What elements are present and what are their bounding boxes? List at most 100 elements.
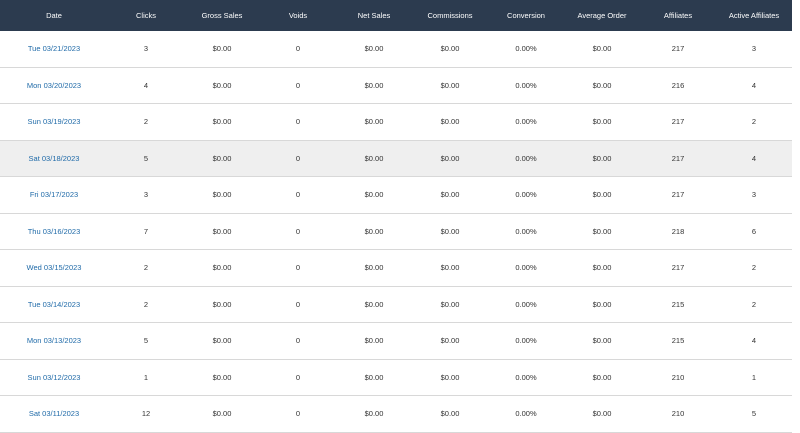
table-cell: $0.00: [564, 103, 640, 141]
table-cell: 3: [108, 176, 184, 214]
table-cell: $0.00: [184, 249, 260, 287]
table-cell: $0.00: [564, 249, 640, 287]
table-cell: 0.00%: [488, 395, 564, 433]
table-cell: $0.00: [336, 213, 412, 250]
date-link[interactable]: Wed 03/15/2023: [0, 249, 108, 287]
table-cell: 4: [716, 322, 792, 360]
table-cell: 0: [260, 286, 336, 323]
table-cell: 5: [108, 322, 184, 360]
table-cell: 217: [640, 103, 716, 141]
table-row: Tue 03/14/2023 2 $0.00 0 $0.00 $0.00 0.00% $0.0…: [0, 286, 792, 323]
table-cell: $0.00: [336, 67, 412, 104]
date-link[interactable]: Sat 03/18/2023: [0, 140, 108, 177]
table-row: Mon 03/20/2023 4 $0.00 0 $0.00 $0.00 0.00% $0.0…: [0, 67, 792, 104]
table-row: Sun 03/19/2023 2 $0.00 0 $0.00 $0.00 0.00% $0.0…: [0, 103, 792, 141]
table-cell: 0: [260, 359, 336, 396]
date-link[interactable]: Mon 03/20/2023: [0, 67, 108, 104]
table-row: Thu 03/16/2023 7 $0.00 0 $0.00 $0.00 0.00% $0.0…: [0, 213, 792, 250]
table-cell: $0.00: [412, 140, 488, 177]
table-cell: $0.00: [184, 286, 260, 323]
table-cell: 2: [716, 286, 792, 323]
table-cell: 4: [108, 67, 184, 104]
table-cell: $0.00: [412, 395, 488, 433]
table-cell: $0.00: [412, 67, 488, 104]
table-cell: $0.00: [564, 322, 640, 360]
table-cell: 4: [716, 67, 792, 104]
column-header: Gross Sales: [184, 0, 260, 31]
date-link[interactable]: Sat 03/11/2023: [0, 395, 108, 433]
table-cell: 0: [260, 31, 336, 68]
column-header: Net Sales: [336, 0, 412, 31]
table-cell: $0.00: [564, 140, 640, 177]
table-cell: 7: [108, 213, 184, 250]
table-cell: 0: [260, 176, 336, 214]
table-cell: $0.00: [184, 103, 260, 141]
table-cell: $0.00: [184, 322, 260, 360]
table-cell: 0.00%: [488, 249, 564, 287]
table-cell: 3: [108, 31, 184, 68]
date-link[interactable]: Tue 03/21/2023: [0, 31, 108, 68]
table-cell: 0: [260, 140, 336, 177]
table-row: Fri 03/17/2023 3 $0.00 0 $0.00 $0.00 0.00% $0.0…: [0, 176, 792, 214]
table-cell: $0.00: [564, 176, 640, 214]
table-cell: 0: [260, 395, 336, 433]
table-cell: 210: [640, 359, 716, 396]
table-cell: $0.00: [184, 213, 260, 250]
column-header: Conversion: [488, 0, 564, 31]
table-cell: 0: [260, 322, 336, 360]
table-cell: 3: [716, 31, 792, 68]
table-cell: $0.00: [336, 359, 412, 396]
table-cell: $0.00: [564, 31, 640, 68]
table-cell: 2: [716, 249, 792, 287]
table-cell: $0.00: [412, 249, 488, 287]
table-cell: 0.00%: [488, 140, 564, 177]
table-cell: $0.00: [336, 176, 412, 214]
table-cell: $0.00: [336, 322, 412, 360]
table-cell: 0.00%: [488, 67, 564, 104]
table-cell: 3: [716, 176, 792, 214]
table-cell: 217: [640, 249, 716, 287]
date-link[interactable]: Tue 03/14/2023: [0, 286, 108, 323]
column-header: Commissions: [412, 0, 488, 31]
table-cell: $0.00: [336, 103, 412, 141]
table-cell: $0.00: [336, 140, 412, 177]
table-body: Tue 03/21/2023 3 $0.00 0 $0.00 $0.00 0.00% $0.0…: [0, 31, 792, 433]
table-cell: 2: [108, 249, 184, 287]
date-link[interactable]: Sun 03/12/2023: [0, 359, 108, 396]
date-link[interactable]: Thu 03/16/2023: [0, 213, 108, 250]
table-cell: 0.00%: [488, 31, 564, 68]
table-cell: $0.00: [336, 286, 412, 323]
table-cell: 1: [716, 359, 792, 396]
column-header: Date: [0, 0, 108, 31]
table-cell: 0: [260, 249, 336, 287]
table-cell: $0.00: [412, 359, 488, 396]
table-cell: 217: [640, 176, 716, 214]
table-cell: 210: [640, 395, 716, 433]
date-link[interactable]: Fri 03/17/2023: [0, 176, 108, 214]
table-row: Tue 03/21/2023 3 $0.00 0 $0.00 $0.00 0.00% $0.0…: [0, 31, 792, 68]
column-header: Average Order: [564, 0, 640, 31]
table-cell: $0.00: [336, 31, 412, 68]
column-header: Voids: [260, 0, 336, 31]
table-cell: $0.00: [336, 249, 412, 287]
table-cell: 218: [640, 213, 716, 250]
table-cell: $0.00: [336, 395, 412, 433]
header-row: Date Clicks Gross Sales Voids Net Sales Commi…: [0, 0, 792, 31]
table-cell: 0.00%: [488, 176, 564, 214]
table-cell: 216: [640, 67, 716, 104]
table-cell: 0: [260, 213, 336, 250]
table-cell: $0.00: [412, 213, 488, 250]
date-link[interactable]: Sun 03/19/2023: [0, 103, 108, 141]
table-cell: $0.00: [184, 359, 260, 396]
table-cell: 5: [716, 395, 792, 433]
table-cell: $0.00: [564, 67, 640, 104]
table-cell: 6: [716, 213, 792, 250]
table-cell: $0.00: [564, 395, 640, 433]
table-cell: 1: [108, 359, 184, 396]
date-link[interactable]: Mon 03/13/2023: [0, 322, 108, 360]
table-cell: $0.00: [184, 31, 260, 68]
table-cell: $0.00: [184, 67, 260, 104]
column-header: Active Affiliates: [716, 0, 792, 31]
table-cell: 2: [108, 103, 184, 141]
